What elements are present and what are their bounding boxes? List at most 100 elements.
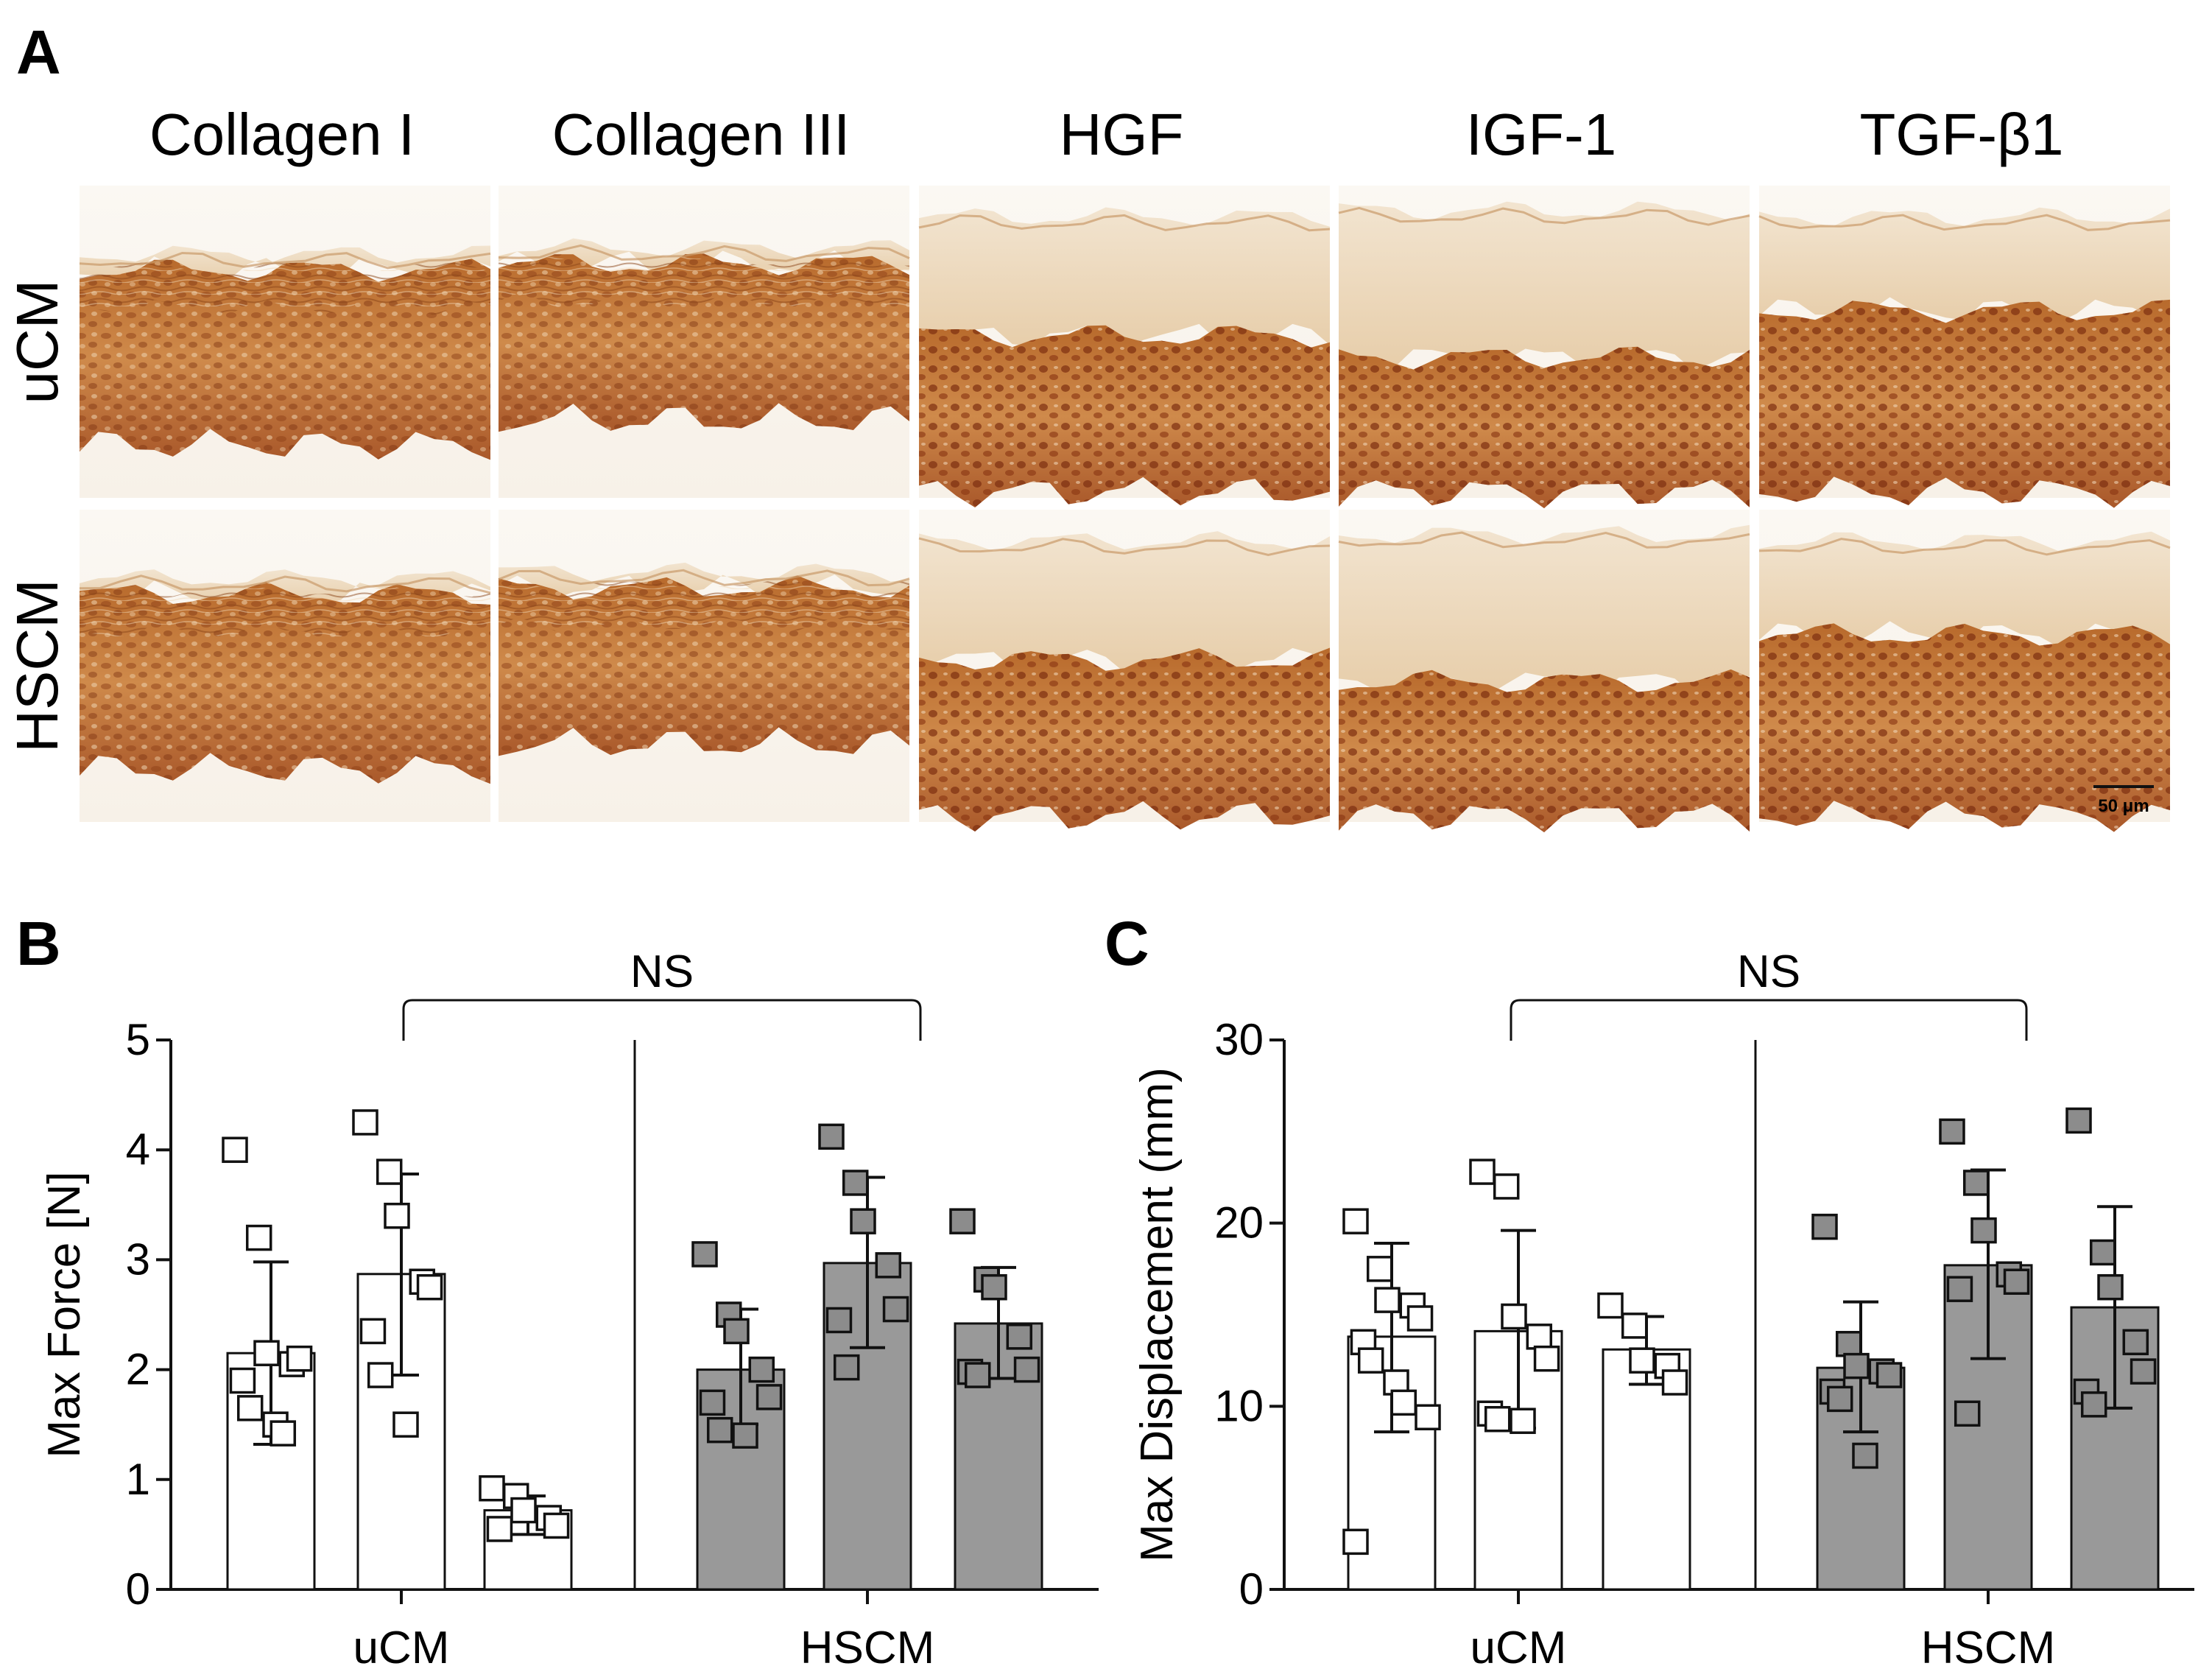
tissue-cells (1759, 623, 2170, 832)
tissue-cells (1339, 346, 1750, 509)
micrograph (1758, 186, 2171, 508)
tissue-cells (919, 647, 1330, 832)
data-point (236, 1395, 264, 1421)
tissue-cells (80, 259, 490, 460)
data-point (510, 1497, 537, 1524)
micrograph (1338, 510, 1750, 833)
row-label: uCM (4, 280, 70, 404)
data-point (1852, 1442, 1878, 1469)
data-point (964, 1362, 991, 1388)
data-point (1469, 1159, 1496, 1185)
tissue-cells (919, 325, 1330, 507)
column-label: Collagen I (149, 102, 415, 167)
data-point (706, 1416, 733, 1444)
tissue-upper-layer (1339, 201, 1750, 371)
data-point (229, 1367, 256, 1394)
bar (1473, 1329, 1563, 1591)
tissue-fibers (499, 579, 909, 631)
micrograph (918, 186, 1331, 507)
tissue-surface-line (1758, 214, 2171, 231)
y-tick-label: 5 (126, 1015, 150, 1064)
micrograph (79, 510, 491, 822)
data-point (981, 1273, 1007, 1301)
row-label: HSCM (4, 579, 70, 753)
data-point (376, 1159, 403, 1185)
data-point (2097, 1273, 2124, 1301)
tissue-surface-line (498, 244, 910, 262)
data-point (699, 1389, 726, 1416)
tissue-upper-layer (1759, 207, 2170, 323)
data-point (1826, 1385, 1853, 1413)
data-point (1946, 1276, 1973, 1302)
data-point (1962, 1170, 1990, 1196)
micrograph (918, 510, 1331, 832)
data-point (1510, 1407, 1536, 1434)
x-tick-label: uCM (353, 1623, 450, 1673)
tissue-surface-line (1338, 531, 1750, 549)
data-point (875, 1252, 902, 1279)
data-point (270, 1420, 297, 1447)
data-point (1939, 1118, 1965, 1145)
chart-b: B 0 1 2 3 4 5 Max Force [N] uCM HSCM NS (16, 909, 1099, 1673)
tissue-upper-layer (80, 569, 490, 607)
data-point (1415, 1404, 1441, 1431)
tissue-upper-layer (919, 531, 1330, 674)
column-label: TGF-β1 (1859, 102, 2063, 167)
data-point (416, 1273, 443, 1301)
data-point (1357, 1347, 1384, 1374)
data-point (479, 1475, 505, 1502)
column-label: HGF (1060, 102, 1184, 167)
data-point (222, 1136, 248, 1163)
data-point (755, 1384, 783, 1410)
data-point (1374, 1287, 1401, 1313)
y-tick-label: 10 (1214, 1381, 1264, 1430)
tissue-fibers (80, 585, 490, 640)
data-point (723, 1318, 750, 1345)
data-point (1501, 1303, 1527, 1330)
significance-bracket (402, 999, 922, 1041)
data-point (818, 1123, 845, 1150)
data-point (1006, 1324, 1033, 1350)
tissue-fibers (499, 255, 909, 307)
data-point (352, 1109, 378, 1136)
data-point (2065, 1107, 2092, 1134)
data-point (486, 1516, 513, 1542)
tissue-surface-line (79, 251, 491, 270)
data-point (2080, 1391, 2107, 1418)
data-point (850, 1208, 876, 1234)
tissue-surface-line (918, 537, 1331, 557)
panel-label: B (16, 909, 61, 978)
data-point (1342, 1528, 1369, 1556)
data-point (1526, 1324, 1553, 1350)
tissue-surface-line (1338, 206, 1750, 226)
tissue-cells (1339, 669, 1750, 833)
data-point (1484, 1405, 1511, 1433)
tissue-cells (1759, 299, 2170, 508)
data-point (1013, 1356, 1040, 1383)
tissue-cells (80, 581, 490, 784)
tissue-upper-layer (1339, 524, 1750, 695)
y-tick-label: 1 (126, 1455, 150, 1504)
data-point (1366, 1256, 1393, 1282)
panel-label: C (1105, 909, 1149, 978)
data-point (949, 1208, 976, 1234)
panel-a-label: A (16, 18, 61, 87)
data-point (1390, 1389, 1417, 1416)
micrograph (79, 186, 491, 498)
data-point (833, 1354, 860, 1381)
column-label: IGF-1 (1466, 102, 1616, 167)
data-point (691, 1241, 718, 1268)
data-point (1629, 1347, 1655, 1374)
micrograph (498, 186, 910, 498)
x-tick-label: HSCM (1921, 1623, 2056, 1673)
micrograph (498, 510, 910, 822)
y-tick-label: 0 (1239, 1564, 1264, 1614)
tissue-surface-line (1758, 538, 2171, 556)
y-axis-title: Max Force [N] (39, 1171, 90, 1458)
tissue-upper-layer (499, 562, 909, 600)
y-tick-label: 30 (1214, 1015, 1264, 1064)
data-point (2122, 1329, 2149, 1356)
data-point (732, 1422, 758, 1449)
data-point (384, 1202, 410, 1229)
